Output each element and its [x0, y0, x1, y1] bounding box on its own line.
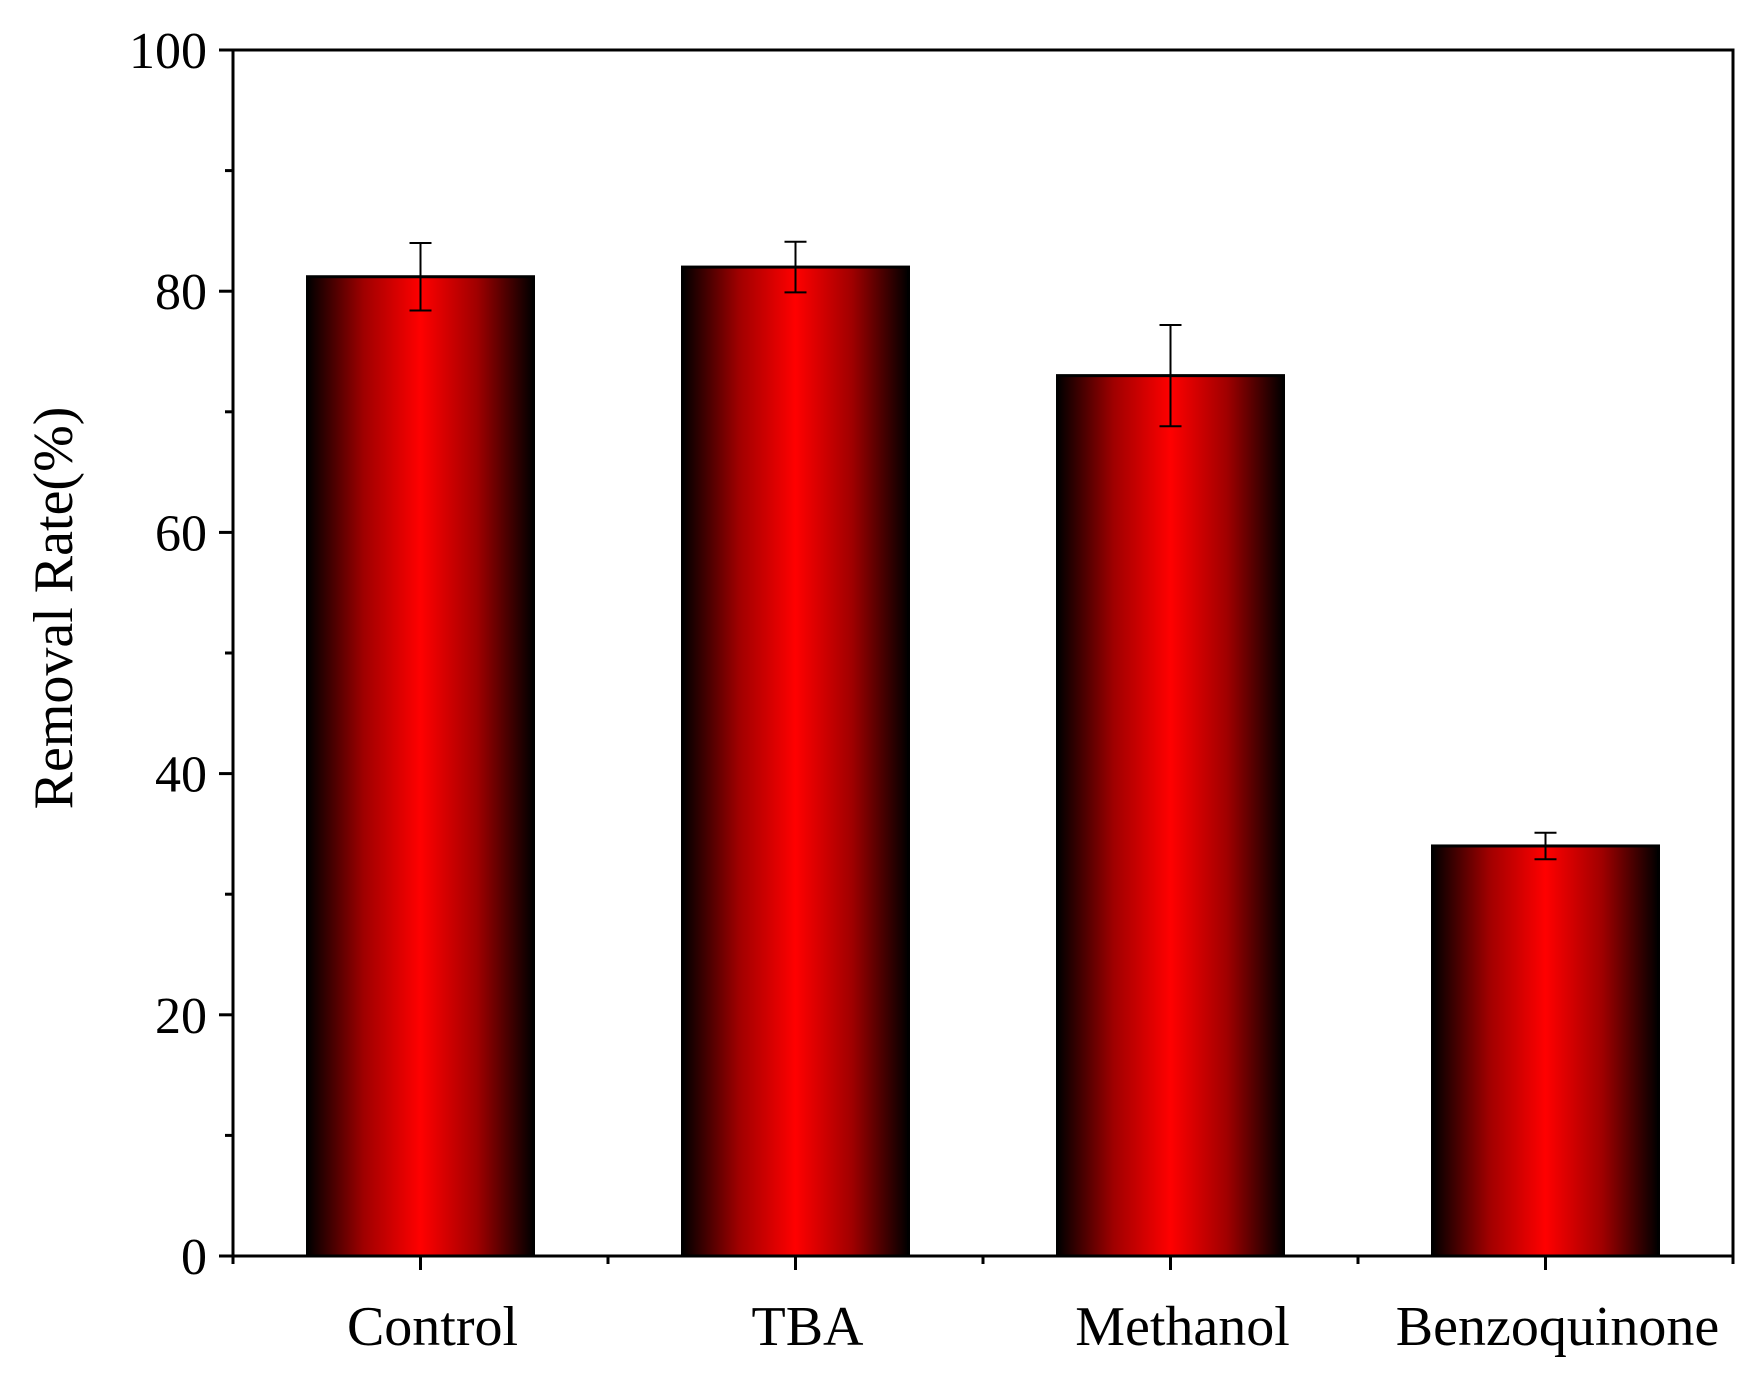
error-bars-layer: [409, 240, 1557, 861]
y-tick-label: 80: [155, 264, 207, 321]
x-tick-label: TBA: [752, 1296, 865, 1358]
y-tick-label: 100: [129, 23, 207, 80]
y-tick-label: 60: [155, 505, 207, 562]
y-axis-title: Removal Rate(%): [23, 407, 85, 810]
y-tick-label: 0: [181, 1229, 207, 1286]
bar-control: [306, 275, 535, 1258]
y-tick-label: 40: [155, 747, 207, 804]
bar-benzoquinone: [1431, 844, 1660, 1258]
error-bar-tba: [784, 240, 807, 294]
bar-tba: [681, 265, 910, 1258]
bars-layer: [306, 265, 1660, 1258]
y-tick-label: 20: [155, 988, 207, 1045]
error-bar-control: [409, 241, 432, 312]
x-tick-label: Benzoquinone: [1396, 1296, 1719, 1358]
error-bar-methanol: [1159, 323, 1182, 428]
x-tick-label: Control: [347, 1296, 518, 1358]
bar-methanol: [1056, 374, 1285, 1258]
labels-layer: Control TBA Methanol Benzoquinone 0 20 40 60 80 1…: [129, 23, 1719, 1358]
axes-layer: [219, 48, 1735, 1270]
x-tick-label: Methanol: [1075, 1296, 1290, 1358]
error-bar-benzoquinone: [1534, 831, 1557, 861]
